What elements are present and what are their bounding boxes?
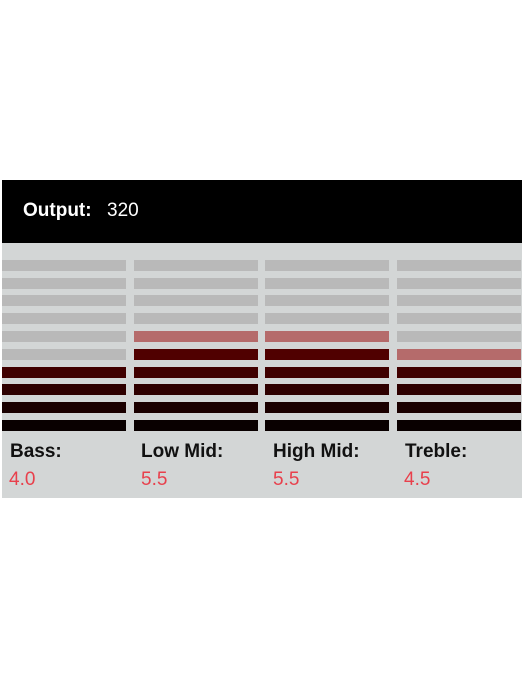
meter-segment [265,331,389,342]
meter-segment [397,420,521,431]
low-mid-value: 5.5 [141,469,168,490]
meter-segment [2,349,126,360]
meter-segment [397,278,521,289]
meter-segment [134,402,258,413]
meter-segment [2,384,126,395]
meter-segment [265,367,389,378]
meter-segment [2,313,126,324]
meter-segment [265,384,389,395]
meter-segment [265,260,389,271]
bass-label: Bass: [10,441,62,462]
meter-segment [2,278,126,289]
low-mid-label: Low Mid: [141,441,224,462]
high-mid-meter[interactable] [265,260,389,433]
treble-label: Treble: [405,441,468,462]
output-header: Output: 320 [2,180,522,243]
meter-segment [134,367,258,378]
meter-segment [397,295,521,306]
meter-segment [397,384,521,395]
meter-segment [2,295,126,306]
treble-meter[interactable] [397,260,521,433]
high-mid-value: 5.5 [273,469,300,490]
meter-segment [134,384,258,395]
meter-segment [134,295,258,306]
meter-segment [2,402,126,413]
meter-segment [397,402,521,413]
meter-segment [2,331,126,342]
meter-segment [265,402,389,413]
treble-value: 4.5 [404,469,431,490]
meter-segment [265,313,389,324]
meter-segment [397,331,521,342]
meter-segment [265,349,389,360]
meter-segment [134,420,258,431]
meter-segment [397,260,521,271]
low-mid-meter[interactable] [134,260,258,433]
equalizer-panel: Output: 320 Bass: Low Mid: High Mid: Tre… [2,180,522,498]
meter-segment [2,420,126,431]
meter-segment [265,295,389,306]
meter-segment [134,313,258,324]
bass-meter[interactable] [2,260,126,433]
meter-segment [134,260,258,271]
output-label: Output: [23,200,92,221]
meter-segment [397,349,521,360]
meter-segment [265,278,389,289]
meter-segment [2,367,126,378]
meter-segment [2,260,126,271]
output-value: 320 [107,200,139,221]
meter-segment [397,313,521,324]
meter-segment [134,349,258,360]
bass-value: 4.0 [9,469,36,490]
meter-segment [134,278,258,289]
high-mid-label: High Mid: [273,441,360,462]
meter-segment [265,420,389,431]
meter-segment [134,331,258,342]
meter-segment [397,367,521,378]
